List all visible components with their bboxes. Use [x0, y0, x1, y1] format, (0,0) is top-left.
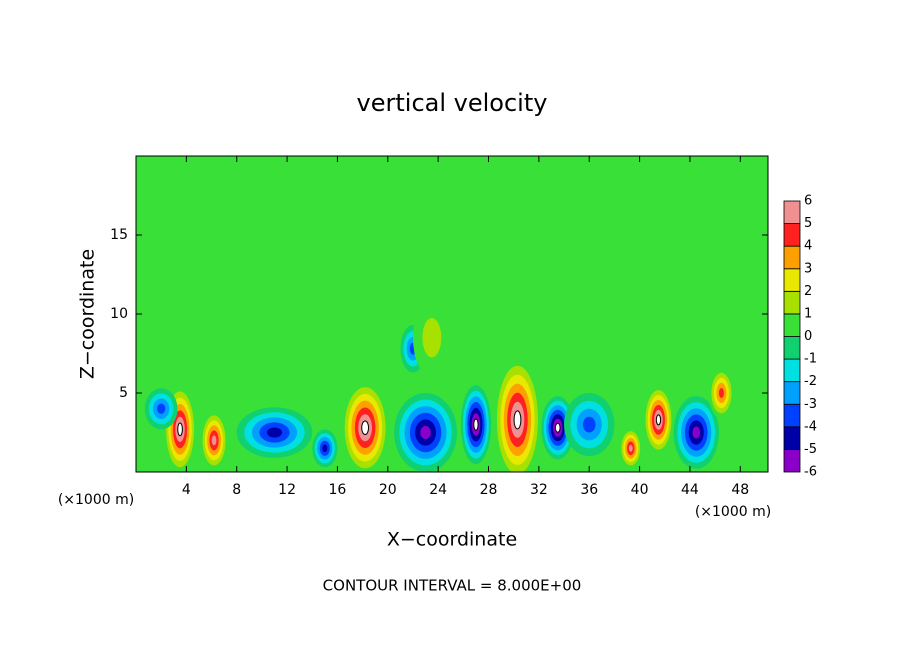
y-tick-label: 15 — [110, 227, 128, 243]
colorbar-swatch — [783, 358, 801, 383]
field-blob — [157, 403, 166, 414]
colorbar-swatch — [783, 290, 801, 315]
x-unit-label: (×1000 m) — [58, 492, 134, 508]
x-tick-label: 20 — [379, 482, 397, 498]
colorbar-swatch — [783, 403, 801, 428]
field-blob — [692, 426, 701, 439]
colorbar-label: 0 — [804, 329, 812, 344]
field-blob — [655, 414, 662, 426]
y-tick-label: 10 — [110, 306, 128, 322]
x-tick-label: 4 — [182, 482, 191, 498]
field-blob — [266, 427, 283, 438]
field-blob — [513, 410, 522, 430]
field-blob — [211, 435, 217, 446]
colorbar-swatch — [783, 449, 801, 473]
x-tick-label: 24 — [429, 482, 447, 498]
x-axis-label: X−coordinate — [387, 529, 517, 551]
colorbar-swatch — [783, 268, 801, 292]
x-tick-label: 48 — [731, 482, 749, 498]
colorbar-swatch — [783, 313, 801, 337]
y-tick-label: 5 — [119, 385, 128, 401]
colorbar-label: 1 — [804, 306, 812, 321]
colorbar-swatch — [783, 245, 801, 270]
x-tick-label: 8 — [232, 482, 241, 498]
colorbar-swatch — [783, 200, 801, 224]
x-tick-label: 40 — [631, 482, 649, 498]
colorbar-swatch — [783, 426, 801, 450]
footer: CONTOUR INTERVAL = 8.000E+00 — [323, 577, 582, 595]
axes: 4 8 12 16 20 24 28 32 36 40 44 4851015-6-5-4-3-2-10… — [110, 155, 817, 498]
colorbar-swatch — [783, 223, 801, 247]
field-blob — [473, 418, 479, 431]
colorbar-swatch — [783, 381, 801, 405]
x-tick-label: 44 — [681, 482, 699, 498]
field-blob — [420, 425, 431, 440]
chart-title: vertical velocity — [357, 89, 548, 117]
field-blob — [361, 420, 370, 436]
field-blob — [582, 416, 596, 433]
colorbar-label: -3 — [804, 397, 817, 412]
x-tick-label: 32 — [530, 482, 548, 498]
field-blob — [628, 444, 633, 452]
x-unit-label: (×1000 m) — [695, 504, 771, 520]
x-tick-label: 16 — [329, 482, 347, 498]
field-blob — [718, 387, 724, 399]
colorbar-label: -2 — [804, 374, 817, 389]
field-blob — [554, 422, 561, 433]
colorbar-label: 3 — [804, 261, 812, 276]
colorbar-label: -6 — [804, 465, 817, 480]
colorbar-label: -1 — [804, 352, 817, 367]
colorbar-label: -5 — [804, 442, 817, 457]
field-blob — [422, 317, 442, 358]
y-axis-label: Z−coordinate — [77, 249, 99, 379]
colorbar-label: 6 — [804, 194, 812, 209]
field-blob — [322, 444, 328, 453]
colorbar-label: 2 — [804, 284, 812, 299]
colorbar-label: 4 — [804, 239, 812, 254]
field — [136, 156, 768, 472]
x-tick-label: 12 — [278, 482, 296, 498]
colorbar-label: 5 — [804, 216, 812, 231]
colorbar-label: -4 — [804, 419, 817, 434]
x-tick-label: 28 — [480, 482, 498, 498]
colorbar-swatch — [783, 336, 801, 360]
x-tick-label: 36 — [580, 482, 598, 498]
field-blob — [177, 422, 183, 437]
